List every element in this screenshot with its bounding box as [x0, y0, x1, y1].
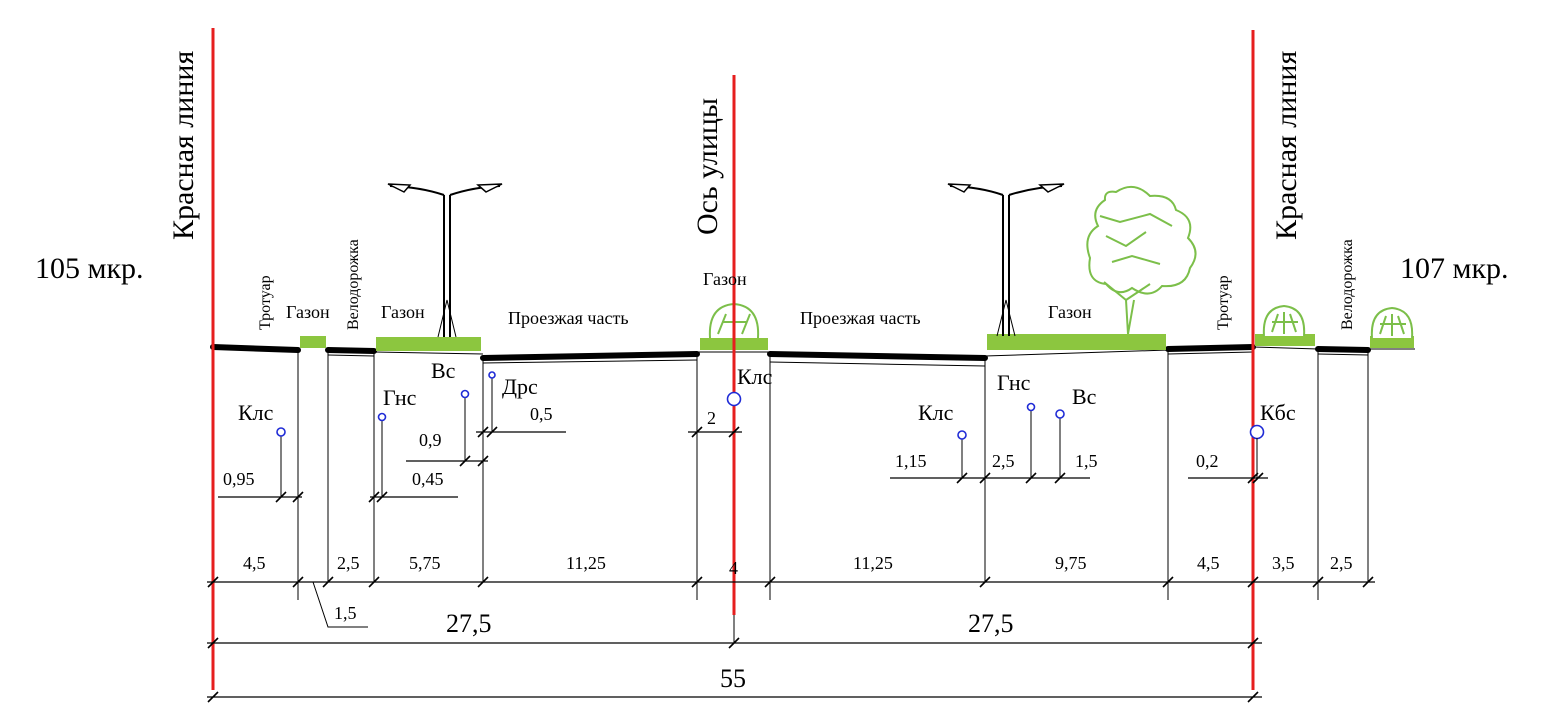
red-line-left-label: Красная линия	[167, 51, 200, 240]
tree-icon	[1086, 185, 1197, 335]
svg-text:Кбс: Кбс	[1260, 400, 1296, 425]
lawn-bush-surface	[1252, 346, 1319, 350]
red-line-right-label: Красная линия	[1270, 51, 1303, 240]
segment-dimensions: 4,5 1,5 2,5 5,75 11,25 4 11,25 9,75 4,5 …	[207, 553, 1375, 628]
total-width-label: 55	[720, 664, 746, 693]
sidewalk-right-surface	[1165, 344, 1256, 352]
district-right-label: 107 мкр.	[1400, 252, 1509, 285]
segment-width-label: 11,25	[566, 553, 606, 573]
svg-text:Гнс: Гнс	[383, 385, 417, 410]
axis-label: Ось улицы	[691, 98, 724, 235]
bikeway-left-label: Велодорожка	[345, 239, 362, 330]
lawn-right-label: Газон	[1048, 302, 1092, 322]
utility-kbs: Кбс	[1249, 400, 1296, 440]
grass-lawn-right	[987, 334, 1166, 350]
grass-narrow-left	[300, 336, 326, 348]
lawn-label: Газон	[286, 302, 330, 322]
extension-lines	[297, 349, 1369, 600]
bikeway-left-surface	[325, 347, 377, 354]
offset-label: 0,2	[1196, 451, 1219, 471]
svg-text:Гнс: Гнс	[997, 370, 1031, 395]
grass-outer	[1370, 336, 1414, 348]
segment-width-label: 3,5	[1272, 553, 1295, 573]
svg-text:Клс: Клс	[737, 364, 773, 389]
offset-label: 2,5	[992, 451, 1015, 471]
median-lawn-label: Газон	[703, 269, 747, 289]
bikeway-right-surface	[1315, 346, 1371, 353]
utility-kls-right: Клс	[918, 400, 967, 478]
sidewalk-left-surface	[210, 344, 301, 353]
svg-text:Дрс: Дрс	[502, 374, 538, 399]
svg-text:Вс: Вс	[1072, 384, 1097, 409]
half-width-dimensions: 27,5 27,5	[207, 609, 1262, 649]
offset-label: 0,45	[412, 469, 444, 489]
street-lamp-right	[947, 183, 1065, 337]
district-left-label: 105 мкр.	[35, 252, 144, 285]
utility-gns-right: Гнс	[997, 370, 1036, 478]
utility-gns-left: Гнс	[377, 385, 417, 497]
utility-kls-left: Клс	[238, 400, 286, 497]
half-width-label: 27,5	[446, 609, 492, 638]
half-width-label: 27,5	[968, 609, 1014, 638]
roadway-left-subgrade	[482, 359, 698, 364]
utility-vs-right: Вс	[1055, 384, 1097, 478]
roadway-right-label: Проезжая часть	[800, 308, 921, 328]
offset-label: 1,5	[1075, 451, 1098, 471]
lawn-right-surface	[984, 349, 1169, 357]
grass-patches	[300, 334, 1414, 351]
offset-label: 0,95	[223, 469, 255, 489]
offset-label: 0,5	[530, 404, 553, 424]
grass-bush-strip	[1255, 334, 1315, 346]
segment-width-label: 4,5	[1197, 553, 1220, 573]
segment-width-label: 4,5	[243, 553, 266, 573]
sidewalk-right-label: Тротуар	[1215, 275, 1232, 330]
lawn-label: Газон	[381, 302, 425, 322]
utility-kls-center: Клс	[726, 364, 773, 407]
sidewalk-left-label: Тротуар	[257, 275, 274, 330]
offset-label: 1,15	[895, 451, 927, 471]
bikeway-left-subgrade	[327, 354, 375, 357]
utility-drs: Дрс	[488, 371, 538, 432]
segment-width-label: 2,5	[1330, 553, 1353, 573]
offset-label: 2	[707, 408, 716, 428]
total-width-dimension: 55	[207, 664, 1262, 703]
grass-lawn-left	[376, 337, 481, 351]
offset-dimensions: 0,95 0,45 0,9 0,5 2 1,15 2,5 1,5 0,2	[218, 404, 1268, 503]
offset-label: 0,9	[419, 430, 442, 450]
svg-text:Клс: Клс	[238, 400, 274, 425]
roadway-right-subgrade	[769, 361, 986, 367]
segment-width-label: 1,5	[334, 603, 357, 623]
segment-width-label: 11,25	[853, 553, 893, 573]
roadway-left-label: Проезжая часть	[508, 308, 629, 328]
bikeway-right-label: Велодорожка	[1339, 239, 1356, 330]
ground-profile	[210, 344, 1415, 367]
lawn-left-surface	[373, 351, 484, 355]
segment-width-label: 9,75	[1055, 553, 1087, 573]
segment-width-label: 2,5	[337, 553, 360, 573]
bush-icon	[1370, 306, 1414, 339]
roadway-left-surface	[480, 351, 700, 361]
street-lamp-left	[387, 183, 503, 338]
utility-vs-left: Вс	[431, 358, 470, 461]
sidewalk-right-subgrade	[1167, 351, 1254, 355]
segment-width-label: 4	[729, 558, 738, 578]
roadway-right-surface	[767, 351, 988, 361]
segment-width-label: 5,75	[409, 553, 441, 573]
svg-text:Клс: Клс	[918, 400, 954, 425]
svg-text:Вс: Вс	[431, 358, 456, 383]
bikeway-right-subgrade	[1317, 353, 1369, 356]
bush-icon	[1262, 304, 1306, 337]
